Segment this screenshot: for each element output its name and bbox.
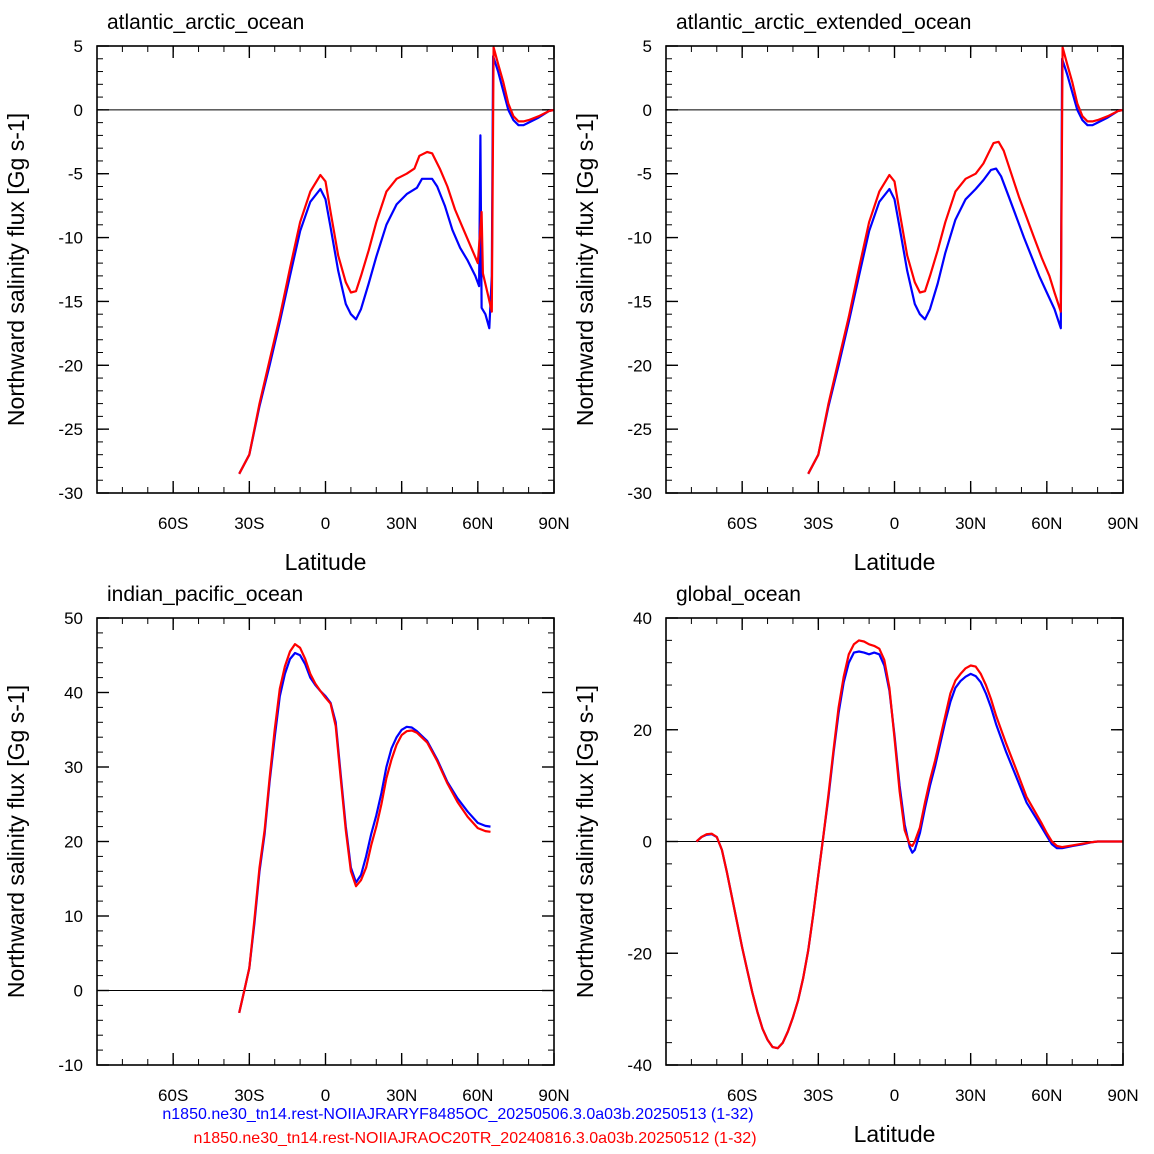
x-tick-label: 0 [890, 514, 899, 533]
x-tick-label: 30S [234, 514, 264, 533]
y-tick-label: -15 [58, 292, 83, 311]
panel-title: indian_pacific_ocean [107, 583, 303, 606]
y-tick-label: 0 [643, 833, 652, 852]
plot-frame [96, 45, 555, 494]
legend-entry-1: n1850.ne30_tn14.rest-NOIIAJRARYF8485OC_2… [162, 1106, 753, 1123]
x-tick-label: 60N [1031, 1086, 1062, 1105]
y-tick-label: -20 [627, 944, 652, 963]
y-tick-label: -5 [637, 165, 652, 184]
x-tick-label: 0 [321, 514, 330, 533]
panel-title: atlantic_arctic_extended_ocean [676, 11, 971, 34]
series-line-2 [807, 46, 1124, 475]
x-tick-label: 30N [386, 514, 417, 533]
x-tick-label: 90N [1107, 514, 1138, 533]
x-axis-label: Latitude [854, 1121, 936, 1147]
y-tick-label: -20 [627, 356, 652, 375]
plot-frame [665, 617, 1124, 1066]
y-tick-label: 40 [64, 684, 83, 703]
y-tick-label: 0 [74, 101, 83, 120]
chart-panel-4: global_ocean 60S 30S 0 30N 60N 90N 40 20 0 -20 -40 L… [572, 583, 1139, 1147]
y-tick-label: -25 [58, 420, 83, 439]
panel-title: atlantic_arctic_ocean [107, 11, 304, 34]
x-tick-label: 0 [890, 1086, 899, 1105]
y-tick-label: 5 [74, 37, 83, 56]
x-tick-label: 90N [538, 1086, 569, 1105]
x-tick-label: 60S [727, 1086, 757, 1105]
x-tick-label: 90N [1107, 1086, 1138, 1105]
y-tick-label: -30 [627, 484, 652, 503]
x-tick-label: 90N [538, 514, 569, 533]
y-axis-label: Northward salinity flux [Gg s-1] [3, 685, 29, 998]
y-tick-label: 0 [74, 982, 83, 1001]
x-tick-label: 30N [955, 514, 986, 533]
y-tick-label: -10 [58, 229, 83, 248]
y-tick-label: 20 [64, 833, 83, 852]
x-tick-label: 30S [803, 514, 833, 533]
x-tick-label: 60N [1031, 514, 1062, 533]
chart-panel-1: atlantic_arctic_ocean 60S 30S 0 30N 60N 90N 5 0 -… [3, 11, 570, 575]
series-line-2 [238, 46, 555, 475]
x-tick-label: 30S [803, 1086, 833, 1105]
x-tick-label: 0 [321, 1086, 330, 1105]
series-line-1 [238, 55, 555, 475]
series-line-2 [238, 643, 491, 1014]
y-tick-label: 5 [643, 37, 652, 56]
x-tick-label: 60S [727, 514, 757, 533]
x-tick-label: 60N [462, 514, 493, 533]
plot-frame [665, 45, 1124, 494]
y-tick-label: 50 [64, 609, 83, 628]
x-axis-label: Latitude [285, 549, 367, 575]
legend-entry-2: n1850.ne30_tn14.rest-NOIIAJRAOC20TR_2024… [193, 1130, 756, 1147]
chart-panel-3: indian_pacific_ocean 60S 30S 0 30N 60N 90N 50 40… [3, 583, 570, 1105]
y-tick-label: -10 [58, 1056, 83, 1075]
y-tick-label: -20 [58, 356, 83, 375]
x-tick-label: 30N [386, 1086, 417, 1105]
x-tick-label: 30S [234, 1086, 264, 1105]
y-axis-label: Northward salinity flux [Gg s-1] [572, 113, 598, 426]
y-tick-label: 10 [64, 907, 83, 926]
x-tick-label: 60S [158, 1086, 188, 1105]
x-axis-label: Latitude [854, 549, 936, 575]
y-tick-label: -30 [58, 484, 83, 503]
y-axis-label: Northward salinity flux [Gg s-1] [572, 685, 598, 998]
panel-title: global_ocean [676, 583, 801, 606]
series-line-1 [695, 650, 1123, 1050]
y-tick-label: 30 [64, 758, 83, 777]
y-tick-label: 20 [633, 721, 652, 740]
y-tick-label: -15 [627, 292, 652, 311]
x-tick-label: 30N [955, 1086, 986, 1105]
y-tick-label: 40 [633, 609, 652, 628]
chart-panel-2: atlantic_arctic_extended_ocean 60S 30S 0 30N… [572, 11, 1139, 575]
plot-frame [96, 617, 555, 1066]
x-tick-label: 60S [158, 514, 188, 533]
y-axis-label: Northward salinity flux [Gg s-1] [3, 113, 29, 426]
legend: n1850.ne30_tn14.rest-NOIIAJRARYF8485OC_2… [162, 1106, 756, 1147]
y-tick-label: -5 [68, 165, 83, 184]
y-tick-label: -40 [627, 1056, 652, 1075]
series-line-2 [695, 639, 1123, 1050]
y-tick-label: -10 [627, 229, 652, 248]
x-tick-label: 60N [462, 1086, 493, 1105]
y-tick-label: -25 [627, 420, 652, 439]
series-line-1 [807, 57, 1124, 475]
y-tick-label: 0 [643, 101, 652, 120]
